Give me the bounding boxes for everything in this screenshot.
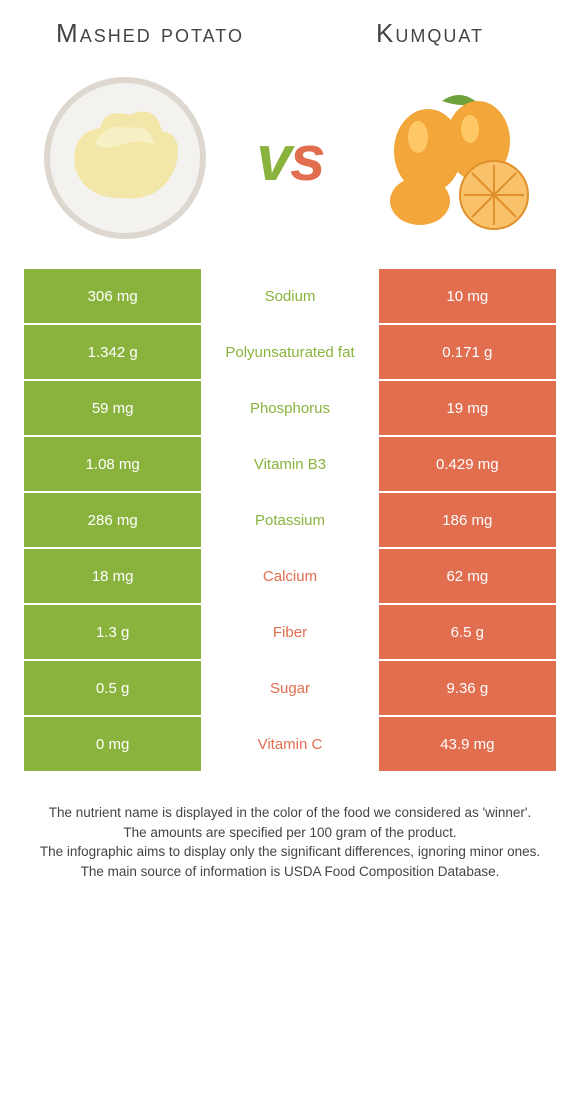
- nutrient-row: 0.5 gSugar9.36 g: [24, 661, 556, 715]
- food-image-right: [370, 73, 540, 243]
- value-left: 1.342 g: [24, 325, 201, 379]
- value-left: 306 mg: [24, 269, 201, 323]
- value-right: 0.171 g: [379, 325, 556, 379]
- value-right: 186 mg: [379, 493, 556, 547]
- food-title-right: Kumquat: [320, 18, 540, 49]
- value-right: 0.429 mg: [379, 437, 556, 491]
- nutrient-name: Fiber: [201, 605, 378, 659]
- value-left: 59 mg: [24, 381, 201, 435]
- header: Mashed potato Kumquat: [0, 0, 580, 49]
- mashed-potato-icon: [40, 73, 210, 243]
- nutrient-name: Calcium: [201, 549, 378, 603]
- footer-note: The nutrient name is displayed in the co…: [0, 773, 580, 881]
- value-left: 286 mg: [24, 493, 201, 547]
- value-right: 9.36 g: [379, 661, 556, 715]
- vs-label: vs: [256, 121, 323, 195]
- value-right: 10 mg: [379, 269, 556, 323]
- nutrient-row: 1.08 mgVitamin B30.429 mg: [24, 437, 556, 491]
- nutrient-name: Vitamin B3: [201, 437, 378, 491]
- food-title-left: Mashed potato: [40, 18, 260, 49]
- food-image-left: [40, 73, 210, 243]
- value-left: 0.5 g: [24, 661, 201, 715]
- footer-line: The amounts are specified per 100 gram o…: [20, 823, 560, 843]
- footer-line: The nutrient name is displayed in the co…: [20, 803, 560, 823]
- nutrient-row: 1.342 gPolyunsaturated fat0.171 g: [24, 325, 556, 379]
- nutrient-name: Sugar: [201, 661, 378, 715]
- nutrient-name: Phosphorus: [201, 381, 378, 435]
- value-right: 62 mg: [379, 549, 556, 603]
- kumquat-icon: [370, 73, 540, 243]
- nutrient-row: 286 mgPotassium186 mg: [24, 493, 556, 547]
- nutrient-name: Vitamin C: [201, 717, 378, 771]
- nutrient-row: 59 mgPhosphorus19 mg: [24, 381, 556, 435]
- nutrient-table: 306 mgSodium10 mg1.342 gPolyunsaturated …: [0, 261, 580, 771]
- value-left: 0 mg: [24, 717, 201, 771]
- value-right: 43.9 mg: [379, 717, 556, 771]
- nutrient-row: 306 mgSodium10 mg: [24, 269, 556, 323]
- nutrient-name: Sodium: [201, 269, 378, 323]
- nutrient-name: Potassium: [201, 493, 378, 547]
- value-left: 18 mg: [24, 549, 201, 603]
- footer-line: The main source of information is USDA F…: [20, 862, 560, 882]
- value-left: 1.3 g: [24, 605, 201, 659]
- nutrient-row: 18 mgCalcium62 mg: [24, 549, 556, 603]
- nutrient-row: 0 mgVitamin C43.9 mg: [24, 717, 556, 771]
- footer-line: The infographic aims to display only the…: [20, 842, 560, 862]
- hero-row: vs: [0, 49, 580, 261]
- value-right: 6.5 g: [379, 605, 556, 659]
- nutrient-row: 1.3 gFiber6.5 g: [24, 605, 556, 659]
- nutrient-name: Polyunsaturated fat: [201, 325, 378, 379]
- value-left: 1.08 mg: [24, 437, 201, 491]
- value-right: 19 mg: [379, 381, 556, 435]
